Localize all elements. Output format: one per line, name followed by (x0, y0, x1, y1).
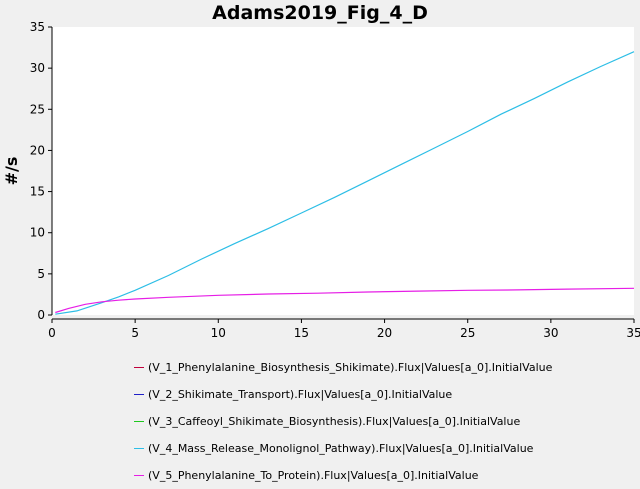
legend-item-3[interactable]: (V_3_Caffeoyl_Shikimate_Biosynthesis).Fl… (134, 408, 552, 435)
x-tick-label: 0 (48, 326, 56, 340)
axes: 0 5 10 15 20 25 30 35 0 5 10 15 20 25 30 35 (30, 20, 640, 340)
y-tick-label: 15 (30, 185, 45, 199)
series-line-5 (55, 287, 635, 314)
legend-item-1[interactable]: (V_1_Phenylalanine_Biosynthesis_Shikimat… (134, 354, 552, 381)
x-tick-label: 5 (131, 326, 139, 340)
legend-label: (V_3_Caffeoyl_Shikimate_Biosynthesis).Fl… (148, 415, 521, 428)
plot-area (52, 27, 634, 315)
y-tick-label: 0 (37, 308, 45, 322)
legend-swatch (134, 421, 144, 422)
y-tick-label: 20 (30, 143, 45, 157)
x-tick-label: 15 (294, 326, 309, 340)
x-tick-label: 30 (543, 326, 558, 340)
series-line-4 (55, 51, 635, 315)
y-axis-label: #/s (2, 157, 21, 186)
series-lines (55, 51, 635, 315)
y-tick-label: 10 (30, 226, 45, 240)
legend: (V_1_Phenylalanine_Biosynthesis_Shikimat… (134, 354, 552, 489)
legend-swatch (134, 367, 144, 368)
legend-item-4[interactable]: (V_4_Mass_Release_Monolignol_Pathway).Fl… (134, 435, 552, 462)
legend-item-5[interactable]: (V_5_Phenylalanine_To_Protein).Flux|Valu… (134, 462, 552, 489)
legend-swatch (134, 448, 144, 449)
legend-label: (V_2_Shikimate_Transport).Flux|Values[a_… (148, 388, 453, 401)
x-tick-label: 35 (626, 326, 640, 340)
legend-label: (V_1_Phenylalanine_Biosynthesis_Shikimat… (148, 361, 553, 374)
chart-title: Adams2019_Fig_4_D (212, 2, 428, 24)
y-tick-label: 5 (37, 267, 45, 281)
y-tick-label: 25 (30, 102, 45, 116)
x-tick-label: 20 (377, 326, 392, 340)
y-tick-label: 35 (30, 20, 45, 34)
y-tick-label: 30 (30, 61, 45, 75)
x-tick-label: 25 (460, 326, 475, 340)
legend-swatch (134, 475, 144, 476)
legend-label: (V_5_Phenylalanine_To_Protein).Flux|Valu… (148, 469, 479, 482)
line-chart: 0 5 10 15 20 25 30 35 0 5 10 15 20 25 30 35 #/s (2, 20, 640, 340)
legend-item-2[interactable]: (V_2_Shikimate_Transport).Flux|Values[a_… (134, 381, 552, 408)
legend-swatch (134, 394, 144, 395)
x-tick-label: 10 (211, 326, 226, 340)
legend-label: (V_4_Mass_Release_Monolignol_Pathway).Fl… (148, 442, 534, 455)
